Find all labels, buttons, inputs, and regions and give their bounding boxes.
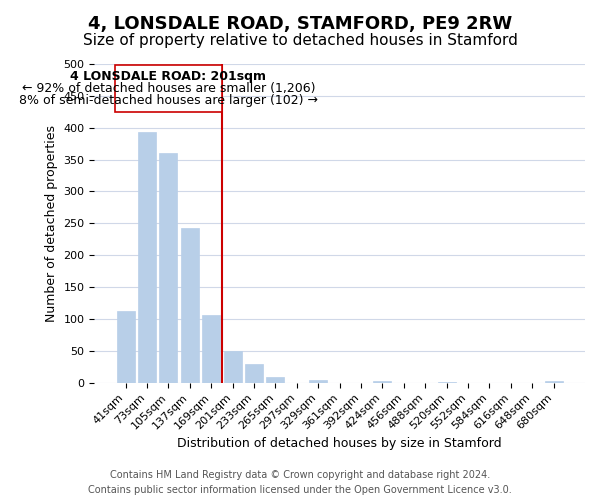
Bar — [138, 132, 156, 382]
Text: 8% of semi-detached houses are larger (102) →: 8% of semi-detached houses are larger (1… — [19, 94, 318, 107]
Text: 4, LONSDALE ROAD, STAMFORD, PE9 2RW: 4, LONSDALE ROAD, STAMFORD, PE9 2RW — [88, 15, 512, 33]
Bar — [116, 312, 134, 382]
X-axis label: Distribution of detached houses by size in Stamford: Distribution of detached houses by size … — [177, 437, 502, 450]
Text: 4 LONSDALE ROAD: 201sqm: 4 LONSDALE ROAD: 201sqm — [70, 70, 266, 82]
Bar — [266, 377, 284, 382]
Y-axis label: Number of detached properties: Number of detached properties — [45, 125, 58, 322]
Bar — [224, 351, 242, 382]
Text: ← 92% of detached houses are smaller (1,206): ← 92% of detached houses are smaller (1,… — [22, 82, 315, 94]
Bar — [309, 380, 327, 382]
Bar — [181, 228, 199, 382]
Bar — [202, 315, 220, 382]
Bar — [245, 364, 263, 382]
Bar — [160, 153, 178, 382]
Text: Contains HM Land Registry data © Crown copyright and database right 2024.
Contai: Contains HM Land Registry data © Crown c… — [88, 470, 512, 495]
Text: Size of property relative to detached houses in Stamford: Size of property relative to detached ho… — [83, 32, 517, 48]
FancyBboxPatch shape — [115, 66, 222, 112]
